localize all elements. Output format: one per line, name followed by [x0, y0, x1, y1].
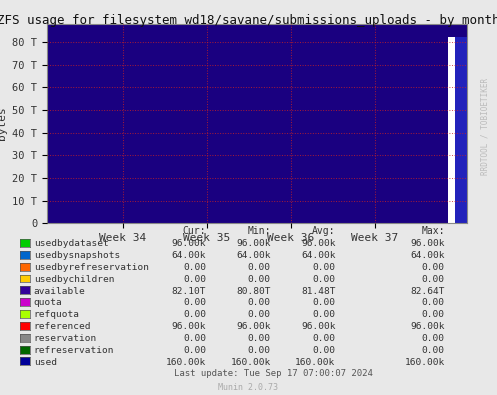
Text: 0.00: 0.00 — [313, 346, 335, 355]
Text: available: available — [34, 287, 85, 295]
Text: 160.00k: 160.00k — [295, 358, 335, 367]
Text: 0.00: 0.00 — [313, 263, 335, 272]
Text: 0.00: 0.00 — [248, 334, 271, 343]
Text: 160.00k: 160.00k — [405, 358, 445, 367]
Text: 0.00: 0.00 — [183, 299, 206, 307]
Text: referenced: referenced — [34, 322, 91, 331]
Text: 0.00: 0.00 — [183, 334, 206, 343]
Text: Munin 2.0.73: Munin 2.0.73 — [219, 384, 278, 392]
Text: 0.00: 0.00 — [422, 263, 445, 272]
Text: 96.00k: 96.00k — [301, 322, 335, 331]
Text: 0.00: 0.00 — [313, 299, 335, 307]
Text: 0.00: 0.00 — [248, 346, 271, 355]
Text: 0.00: 0.00 — [422, 346, 445, 355]
Text: refreservation: refreservation — [34, 346, 114, 355]
Text: 160.00k: 160.00k — [166, 358, 206, 367]
Text: Avg:: Avg: — [312, 226, 335, 236]
Text: 82.10T: 82.10T — [172, 287, 206, 295]
Text: quota: quota — [34, 299, 63, 307]
Text: ZFS usage for filesystem wd18/savane/submissions_uploads - by month: ZFS usage for filesystem wd18/savane/sub… — [0, 14, 497, 27]
Text: 0.00: 0.00 — [313, 334, 335, 343]
Text: 0.00: 0.00 — [422, 299, 445, 307]
Text: usedbysnapshots: usedbysnapshots — [34, 251, 120, 260]
Text: 0.00: 0.00 — [248, 310, 271, 319]
Text: 0.00: 0.00 — [183, 346, 206, 355]
Text: 160.00k: 160.00k — [231, 358, 271, 367]
Text: 81.48T: 81.48T — [301, 287, 335, 295]
Text: 0.00: 0.00 — [313, 275, 335, 284]
Text: 96.00k: 96.00k — [237, 239, 271, 248]
Text: 96.00k: 96.00k — [301, 239, 335, 248]
Text: used: used — [34, 358, 57, 367]
Text: 82.64T: 82.64T — [411, 287, 445, 295]
Text: usedbychildren: usedbychildren — [34, 275, 114, 284]
Text: 0.00: 0.00 — [248, 263, 271, 272]
Text: Min:: Min: — [248, 226, 271, 236]
Text: 0.00: 0.00 — [422, 310, 445, 319]
Text: 96.00k: 96.00k — [237, 322, 271, 331]
Text: 0.00: 0.00 — [183, 275, 206, 284]
Text: 96.00k: 96.00k — [411, 322, 445, 331]
Text: 0.00: 0.00 — [248, 275, 271, 284]
Text: 64.00k: 64.00k — [301, 251, 335, 260]
Text: Max:: Max: — [421, 226, 445, 236]
Text: 80.80T: 80.80T — [237, 287, 271, 295]
Text: 96.00k: 96.00k — [172, 322, 206, 331]
Text: 0.00: 0.00 — [248, 299, 271, 307]
Text: Cur:: Cur: — [183, 226, 206, 236]
Text: RRDTOOL / TOBIOETIKER: RRDTOOL / TOBIOETIKER — [481, 78, 490, 175]
Y-axis label: bytes: bytes — [0, 107, 7, 140]
Text: 96.00k: 96.00k — [172, 239, 206, 248]
Text: 96.00k: 96.00k — [411, 239, 445, 248]
Text: Last update: Tue Sep 17 07:00:07 2024: Last update: Tue Sep 17 07:00:07 2024 — [174, 369, 373, 378]
Text: 64.00k: 64.00k — [237, 251, 271, 260]
Text: 0.00: 0.00 — [422, 334, 445, 343]
Text: 64.00k: 64.00k — [411, 251, 445, 260]
Text: 64.00k: 64.00k — [172, 251, 206, 260]
Text: usedbyrefreservation: usedbyrefreservation — [34, 263, 149, 272]
Text: 0.00: 0.00 — [313, 310, 335, 319]
Text: reservation: reservation — [34, 334, 97, 343]
Text: usedbydataset: usedbydataset — [34, 239, 108, 248]
Text: 0.00: 0.00 — [422, 275, 445, 284]
Text: refquota: refquota — [34, 310, 80, 319]
Text: 0.00: 0.00 — [183, 263, 206, 272]
Text: 0.00: 0.00 — [183, 310, 206, 319]
